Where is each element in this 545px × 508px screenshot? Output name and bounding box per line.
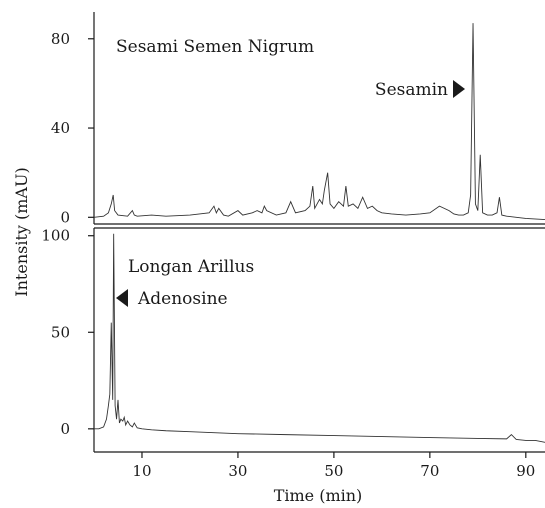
top-y-ticks: 0 40 80 bbox=[51, 30, 94, 226]
top-y-tick-label: 0 bbox=[60, 208, 70, 226]
adenosine-label: Adenosine bbox=[137, 289, 228, 309]
bottom-y-tick-label: 50 bbox=[51, 323, 70, 341]
bottom-chromatogram-trace bbox=[94, 233, 545, 443]
top-y-tick-label: 80 bbox=[51, 30, 70, 48]
sesamin-label: Sesamin bbox=[375, 80, 448, 100]
x-tick-label: 70 bbox=[420, 462, 439, 480]
top-y-tick-label: 40 bbox=[51, 119, 70, 137]
bottom-panel-title: Longan Arillus bbox=[128, 257, 254, 277]
right-arrow-icon bbox=[453, 80, 465, 98]
x-tick-label: 30 bbox=[228, 462, 247, 480]
top-chromatogram-trace bbox=[93, 23, 545, 220]
x-tick-label: 10 bbox=[132, 462, 151, 480]
sesamin-annotation: Sesamin bbox=[375, 80, 465, 100]
x-tick-label: 90 bbox=[516, 462, 535, 480]
top-panel-title: Sesami Semen Nigrum bbox=[116, 37, 314, 57]
bottom-y-ticks: 0 50 100 bbox=[41, 227, 94, 438]
adenosine-annotation: Adenosine bbox=[116, 289, 228, 309]
x-axis-title: Time (min) bbox=[274, 486, 363, 505]
bottom-y-tick-label: 0 bbox=[60, 420, 70, 438]
left-arrow-icon bbox=[116, 289, 128, 307]
bottom-y-tick-label: 100 bbox=[41, 227, 70, 245]
y-axis-title: Intensity (mAU) bbox=[12, 167, 31, 296]
bottom-x-ticks: 10 30 50 70 90 bbox=[132, 452, 535, 480]
bottom-panel: 0 50 100 10 30 50 70 90 Longan Arillus Adenosi… bbox=[41, 227, 545, 480]
x-tick-label: 50 bbox=[324, 462, 343, 480]
top-panel: 0 40 80 Sesami Semen Nigrum Sesamin bbox=[51, 12, 545, 226]
